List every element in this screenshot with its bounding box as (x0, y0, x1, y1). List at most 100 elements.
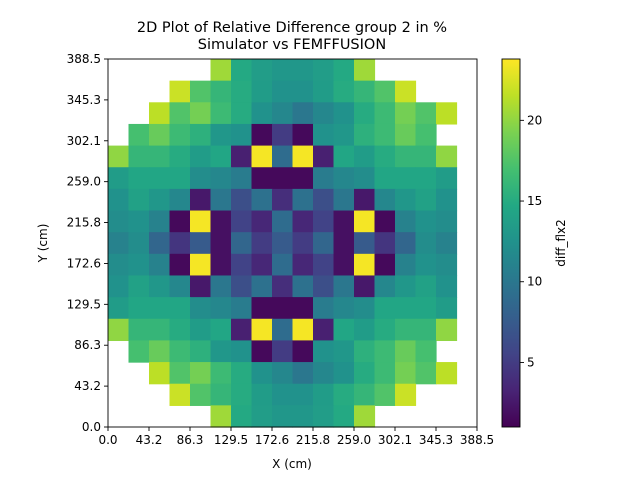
heatmap-cell (231, 167, 253, 190)
x-tick-label: 302.1 (378, 433, 412, 447)
heatmap-cell (272, 362, 294, 385)
heatmap-cell (272, 102, 294, 125)
heatmap-cell (292, 275, 314, 298)
heatmap-cell (251, 340, 273, 363)
heatmap-cell (292, 297, 314, 320)
heatmap-cell (210, 102, 232, 125)
x-tick-label: 215.8 (296, 433, 330, 447)
heatmap-cell (395, 167, 417, 190)
heatmap-cell (333, 362, 355, 385)
heatmap-cell (415, 253, 437, 277)
x-tick-label: 259.0 (337, 433, 371, 447)
heatmap-cell (169, 80, 191, 103)
heatmap-cell (415, 362, 437, 385)
x-axis-ticks: 0.0 43.2 86.3 129.5 172.6 215.8 259.0 302.1 345.… (98, 427, 494, 447)
heatmap-cell (313, 80, 335, 103)
heatmap-cell (354, 297, 376, 320)
heatmap-cell (190, 167, 212, 190)
heatmap-cell (333, 123, 355, 147)
heatmap-cell (354, 167, 376, 190)
heatmap-cell (313, 383, 335, 406)
heatmap-cell (149, 188, 171, 212)
heatmap-cell (272, 188, 294, 212)
heatmap-cell (149, 362, 171, 385)
heatmap-cell (436, 188, 458, 212)
heatmap-cell (108, 145, 130, 168)
heatmap-cell (395, 253, 417, 277)
heatmap-cell (436, 102, 458, 125)
heatmap-cell (108, 318, 130, 342)
heatmap-cell (272, 383, 294, 406)
heatmap-cell (395, 318, 417, 342)
colorbar-tick-label: 20 (527, 113, 542, 127)
heatmap-cell (333, 340, 355, 363)
heatmap-cell (333, 253, 355, 277)
heatmap-cell (272, 80, 294, 103)
heatmap-cell (169, 167, 191, 190)
heatmap-cell (354, 80, 376, 103)
heatmap-cell (190, 102, 212, 125)
heatmap-cell (149, 102, 171, 125)
heatmap-cell (313, 188, 335, 212)
heatmap-cell (210, 340, 232, 363)
heatmap-cell (190, 318, 212, 342)
colorbar-label: diff_flx2 (554, 219, 568, 267)
y-axis-label: Y (cm) (36, 224, 50, 264)
heatmap-cell (128, 318, 150, 342)
heatmap-cell (149, 340, 171, 363)
heatmap-cell (231, 297, 253, 320)
heatmap-cell (272, 145, 294, 168)
heatmap-cell (190, 188, 212, 212)
x-tick-label: 172.6 (255, 433, 289, 447)
heatmap-cell (210, 123, 232, 147)
heatmap-cell (210, 188, 232, 212)
heatmap-cell (436, 232, 458, 255)
x-tick-label: 388.5 (460, 433, 494, 447)
heatmap-cell (128, 297, 150, 320)
heatmap-cells (108, 59, 458, 428)
heatmap-cell (292, 167, 314, 190)
heatmap-cell (231, 80, 253, 103)
heatmap-cell (128, 210, 150, 233)
heatmap-cell (313, 167, 335, 190)
y-tick-label: 86.3 (74, 338, 101, 352)
heatmap-cell (354, 383, 376, 406)
heatmap-cell (108, 275, 130, 298)
y-axis-ticks: 0.0 43.2 86.3 129.5 172.6 215.8 259.0 302.1 345.… (67, 52, 108, 434)
heatmap-cell (149, 123, 171, 147)
heatmap-cell (354, 232, 376, 255)
heatmap-cell (333, 275, 355, 298)
heatmap-cell (436, 145, 458, 168)
heatmap-cell (354, 145, 376, 168)
heatmap-cell (149, 297, 171, 320)
heatmap-cell (149, 275, 171, 298)
heatmap-cell (354, 340, 376, 363)
heatmap-cell (292, 253, 314, 277)
heatmap-cell (354, 318, 376, 342)
heatmap-cell (190, 297, 212, 320)
heatmap-cell (292, 188, 314, 212)
heatmap-cell (436, 297, 458, 320)
heatmap-cell (374, 232, 396, 255)
heatmap-cell (354, 59, 376, 82)
heatmap-cell (292, 145, 314, 168)
heatmap-cell (251, 123, 273, 147)
heatmap-cell (190, 275, 212, 298)
heatmap-cell (210, 318, 232, 342)
heatmap-cell (169, 383, 191, 406)
heatmap-cell (354, 210, 376, 233)
heatmap-cell (333, 232, 355, 255)
heatmap-cell (333, 80, 355, 103)
heatmap-cell (149, 232, 171, 255)
heatmap-cell (169, 362, 191, 385)
heatmap-cell (436, 362, 458, 385)
heatmap-cell (108, 297, 130, 320)
heatmap-cell (313, 340, 335, 363)
heatmap-cell (374, 253, 396, 277)
heatmap-cell (231, 340, 253, 363)
heatmap-cell (231, 102, 253, 125)
y-tick-label: 172.6 (67, 256, 101, 270)
heatmap-cell (354, 405, 376, 428)
heatmap-cell (436, 167, 458, 190)
heatmap-cell (374, 145, 396, 168)
